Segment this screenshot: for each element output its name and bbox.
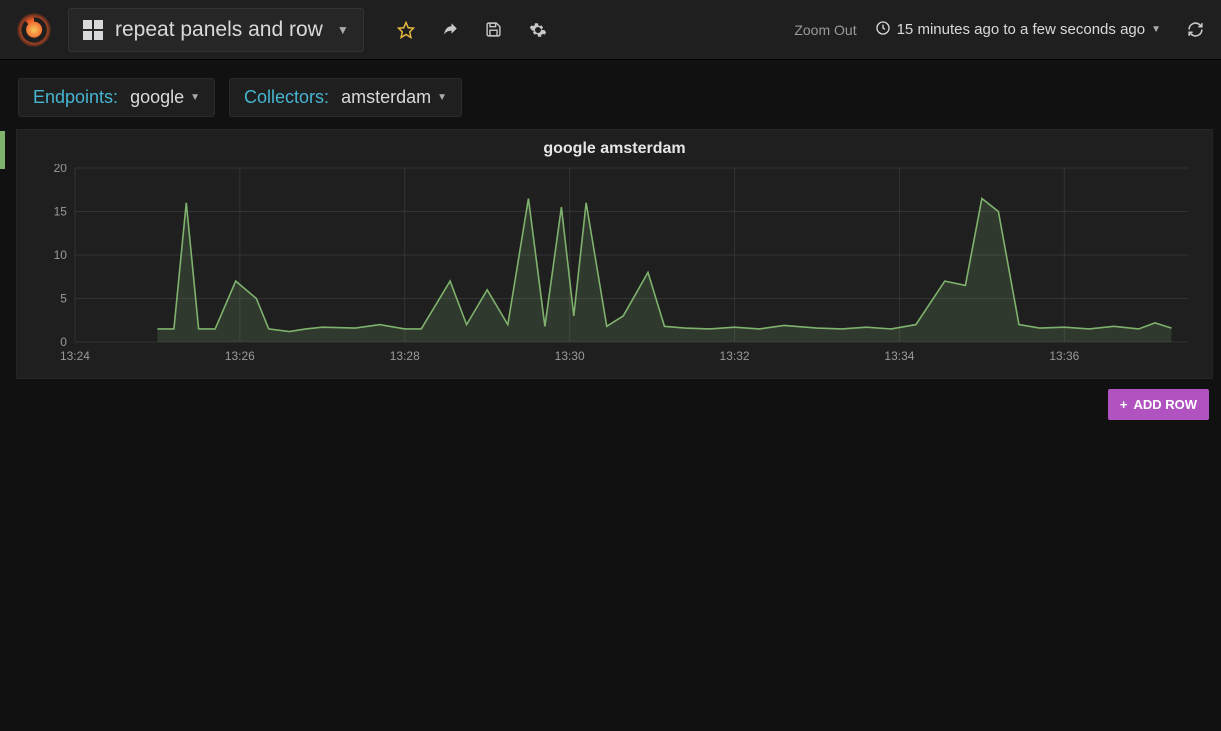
svg-text:13:30: 13:30 [555, 349, 585, 363]
clock-icon [875, 20, 891, 40]
svg-text:13:36: 13:36 [1049, 349, 1079, 363]
add-row-label: ADD ROW [1133, 397, 1197, 412]
nav-right-group: Zoom Out 15 minutes ago to a few seconds… [794, 20, 1211, 40]
svg-text:20: 20 [54, 164, 68, 175]
row-handle[interactable] [0, 131, 5, 169]
variable-value-dropdown[interactable]: amsterdam ▼ [341, 87, 447, 108]
svg-text:5: 5 [60, 291, 67, 305]
share-icon[interactable] [428, 8, 472, 52]
dashboard-picker[interactable]: repeat panels and row ▼ [68, 8, 364, 52]
svg-text:0: 0 [60, 335, 67, 349]
svg-text:10: 10 [54, 248, 68, 262]
zoom-out-button[interactable]: Zoom Out [794, 22, 856, 38]
svg-text:13:28: 13:28 [390, 349, 420, 363]
variable-collectors: Collectors: amsterdam ▼ [229, 78, 462, 117]
panel-title: google amsterdam [35, 140, 1194, 158]
grafana-logo[interactable] [10, 6, 58, 54]
time-range-label: 15 minutes ago to a few seconds ago [897, 21, 1146, 38]
settings-gear-icon[interactable] [516, 8, 560, 52]
chevron-down-icon: ▼ [190, 92, 200, 103]
variable-label: Collectors: [244, 87, 329, 108]
plus-icon: + [1120, 397, 1128, 412]
refresh-icon[interactable] [1179, 21, 1211, 38]
chart-area: 0 5 10 15 20 13:24 13:26 13:28 13:30 13:32 13:34 13… [35, 164, 1194, 364]
variable-label: Endpoints: [33, 87, 118, 108]
dashboard-grid-icon [83, 20, 103, 40]
svg-text:13:34: 13:34 [884, 349, 914, 363]
top-navbar: repeat panels and row ▼ Zoom Out [0, 0, 1221, 60]
chevron-down-icon: ▼ [337, 23, 349, 37]
svg-text:15: 15 [54, 204, 68, 218]
graph-panel[interactable]: google amsterdam 0 5 10 15 20 13:24 13:26 13:28… [16, 129, 1213, 379]
svg-text:13:32: 13:32 [720, 349, 750, 363]
svg-text:13:26: 13:26 [225, 349, 255, 363]
variable-endpoints: Endpoints: google ▼ [18, 78, 215, 117]
add-row-button[interactable]: + ADD ROW [1108, 389, 1209, 420]
chevron-down-icon: ▼ [1151, 24, 1161, 35]
variable-value-dropdown[interactable]: google ▼ [130, 87, 200, 108]
time-range-picker[interactable]: 15 minutes ago to a few seconds ago ▼ [875, 20, 1161, 40]
save-icon[interactable] [472, 8, 516, 52]
chevron-down-icon: ▼ [437, 92, 447, 103]
svg-text:13:24: 13:24 [60, 349, 90, 363]
star-icon[interactable] [384, 8, 428, 52]
template-variables-row: Endpoints: google ▼ Collectors: amsterda… [0, 60, 1221, 129]
dashboard-title: repeat panels and row [115, 18, 323, 42]
nav-action-icons [384, 8, 560, 52]
dashboard-row: google amsterdam 0 5 10 15 20 13:24 13:26 13:28… [0, 129, 1221, 379]
add-row-wrap: + ADD ROW [0, 379, 1221, 430]
